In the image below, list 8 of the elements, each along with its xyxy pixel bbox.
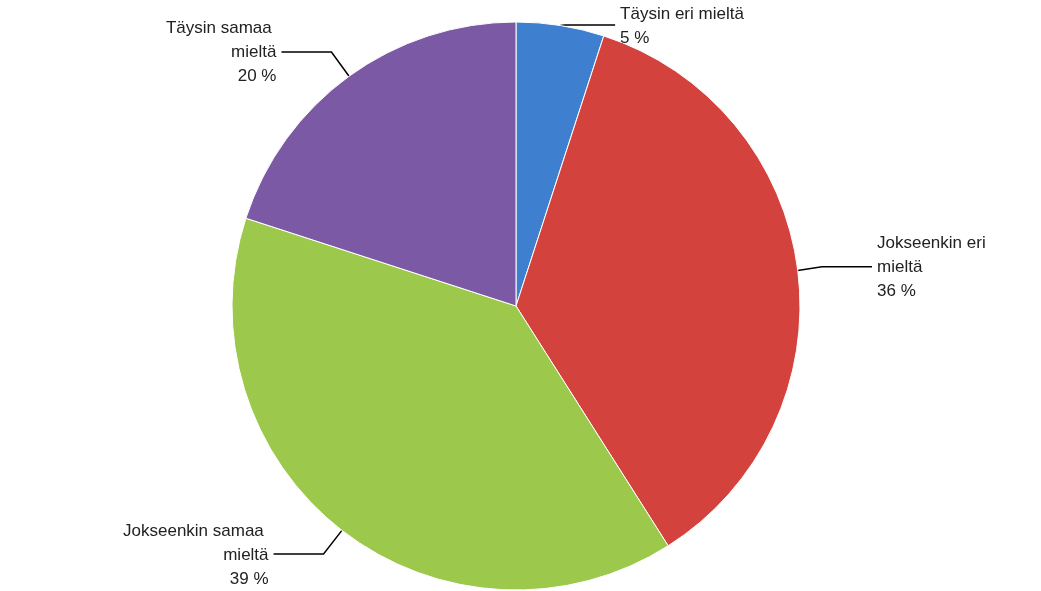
data-label: 5 % <box>620 27 650 47</box>
data-label: 39 % <box>229 568 269 588</box>
data-label: 36 % <box>877 281 916 301</box>
data-label: 20 % <box>237 66 277 86</box>
slice-label: Jokseenkin eri mieltä <box>877 233 991 277</box>
slice-label: Täysin samaa mieltä <box>165 18 277 62</box>
slice-label: Täysin eri mieltä <box>620 3 745 23</box>
slice-label: Jokseenkin samaa mieltä <box>123 520 270 564</box>
